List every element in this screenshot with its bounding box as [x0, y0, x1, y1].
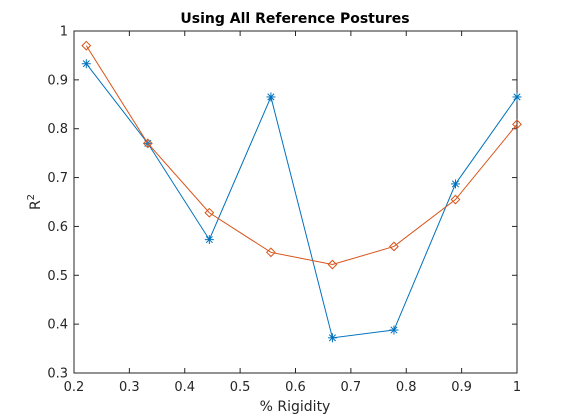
- x-tick-label: 0.7: [341, 380, 362, 395]
- y-tick-label: 0.3: [47, 367, 68, 382]
- chart-title: Using All Reference Postures: [180, 11, 409, 27]
- x-tick-label: 0.9: [451, 380, 472, 395]
- data-point-diamond: [327, 259, 338, 270]
- x-tick-label: 0.6: [285, 380, 306, 395]
- y-tick-label: 0.4: [47, 318, 68, 333]
- series-group: [81, 40, 522, 343]
- series-1: [81, 59, 522, 343]
- data-point-asterisk: [450, 179, 460, 189]
- plot-area-frame: [73, 30, 518, 374]
- asterisk-stroke: [82, 60, 90, 68]
- asterisk-stroke: [513, 93, 521, 101]
- y-tick-label: 0.7: [47, 171, 68, 186]
- axis-ticks: 0.2 0.3 0.4 0.5 0.6 0.7 0.8 0.9 10.30.40.50.60.7…: [47, 25, 521, 396]
- x-tick-label: 0.8: [396, 380, 417, 395]
- data-point-diamond: [204, 207, 215, 218]
- x-tick-label: 0.3: [119, 380, 140, 395]
- series-line: [85, 63, 518, 339]
- x-tick-label: 1: [513, 380, 521, 395]
- asterisk-stroke: [328, 334, 336, 342]
- data-point-asterisk: [204, 235, 214, 245]
- y-tick-label: 0.6: [47, 220, 68, 235]
- y-tick-label: 0.5: [47, 269, 68, 284]
- data-point-diamond: [81, 40, 92, 51]
- data-point-diamond: [142, 138, 153, 149]
- data-point-asterisk: [266, 92, 276, 102]
- data-point-asterisk: [512, 92, 522, 102]
- x-axis-label: % Rigidity: [260, 399, 331, 415]
- x-tick-label: 0.2: [64, 380, 85, 395]
- data-point-asterisk: [327, 333, 337, 343]
- data-point-diamond: [266, 247, 276, 258]
- asterisk-stroke: [390, 326, 398, 334]
- data-point-diamond: [512, 119, 522, 130]
- data-point-diamond: [450, 194, 461, 205]
- y-axis-label: R2: [26, 194, 44, 210]
- asterisk-stroke: [205, 236, 213, 244]
- y-axis-label-superscript: 2: [26, 194, 37, 200]
- data-point-asterisk: [81, 59, 91, 69]
- y-tick-label: 1: [60, 25, 68, 40]
- y-tick-label: 0.8: [47, 122, 68, 137]
- series-2: [81, 40, 522, 270]
- x-tick-label: 0.4: [174, 380, 195, 395]
- data-point-asterisk: [389, 325, 399, 335]
- series-line: [85, 45, 518, 266]
- x-tick-label: 0.5: [230, 380, 251, 395]
- data-point-diamond: [389, 241, 399, 252]
- asterisk-stroke: [267, 93, 275, 101]
- y-tick-label: 0.9: [47, 73, 68, 88]
- asterisk-stroke: [451, 180, 460, 188]
- y-axis-label-base: R: [28, 200, 44, 210]
